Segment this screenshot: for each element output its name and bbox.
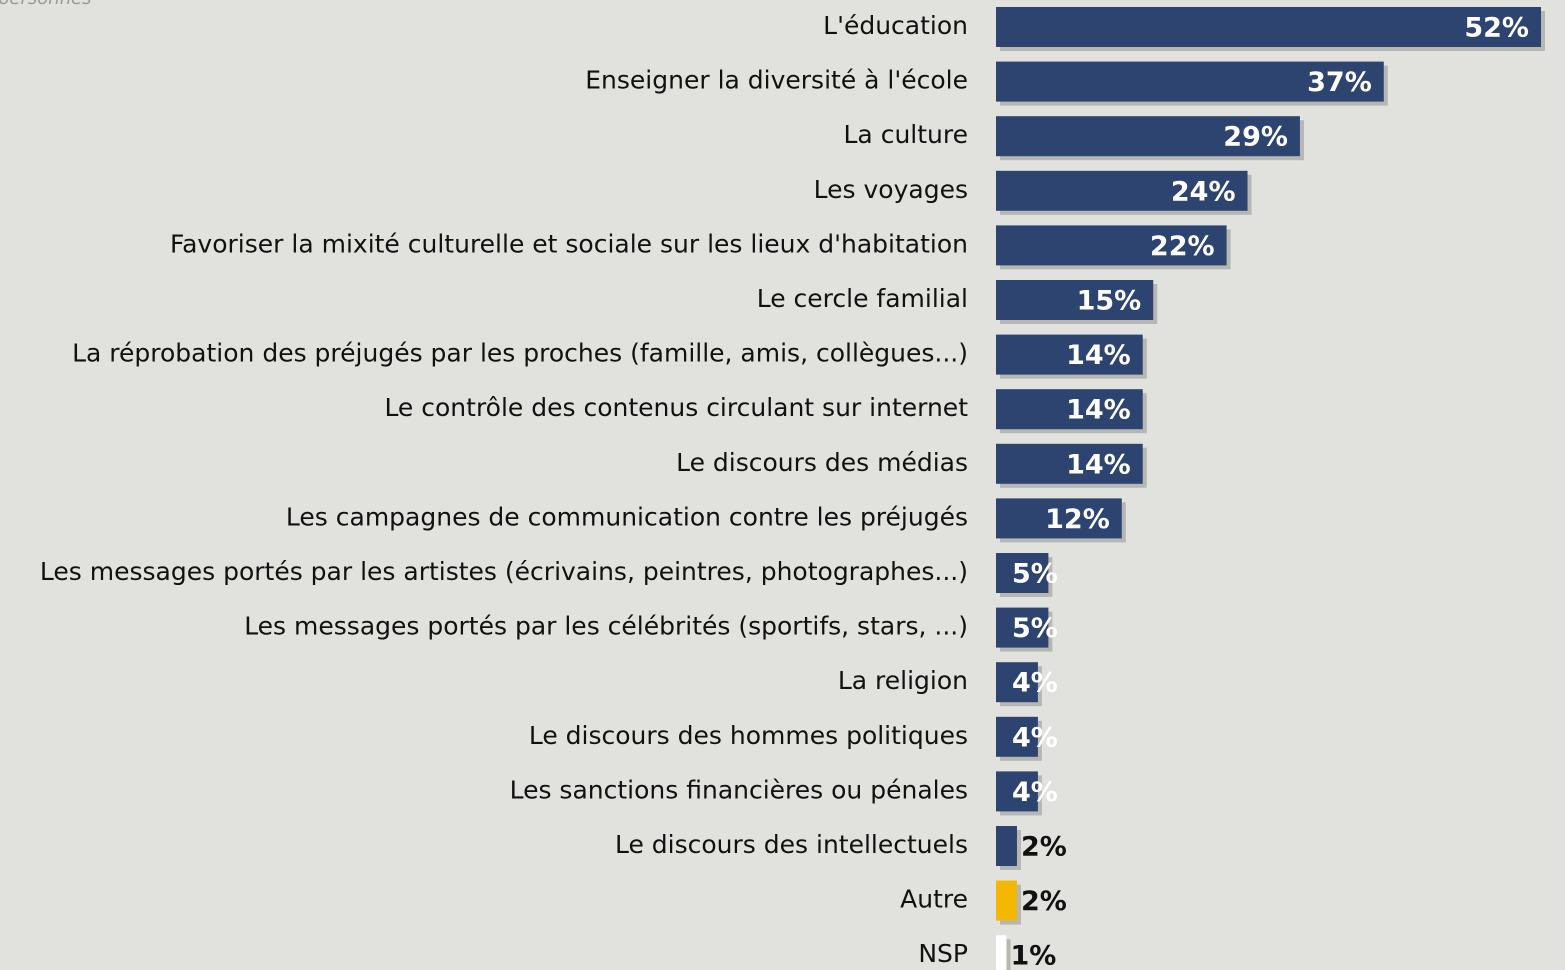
bar xyxy=(996,607,1049,648)
value-label: 5% xyxy=(1012,559,1058,590)
category-label: La réprobation des préjugés par les proc… xyxy=(72,339,968,368)
bar xyxy=(996,880,1017,921)
value-label: 1% xyxy=(1010,941,1056,970)
bar xyxy=(996,61,1384,102)
bar xyxy=(996,225,1227,266)
value-label: 2% xyxy=(1021,886,1067,917)
category-label: Le discours des intellectuels xyxy=(615,830,968,859)
value-label: 5% xyxy=(1012,613,1058,644)
value-label: 52% xyxy=(1464,13,1529,44)
category-label: Les messages portés par les artistes (éc… xyxy=(40,557,968,586)
bar xyxy=(996,389,1143,430)
category-label: Les voyages xyxy=(814,175,968,204)
value-label: 2% xyxy=(1021,832,1067,863)
category-label: Les messages portés par les célébrités (… xyxy=(244,612,968,641)
bar xyxy=(996,170,1248,211)
bar xyxy=(996,826,1017,866)
bar xyxy=(996,334,1143,375)
value-label: 14% xyxy=(1066,395,1131,426)
category-label: Les sanctions financières ou pénales xyxy=(510,775,968,804)
category-label: NSP xyxy=(918,939,968,968)
value-label: 4% xyxy=(1012,722,1058,753)
bar xyxy=(996,443,1143,484)
bar xyxy=(996,662,1038,703)
value-label: 14% xyxy=(1066,449,1131,480)
category-label: Le cercle familial xyxy=(757,284,968,313)
bar xyxy=(996,7,1541,47)
category-label: La culture xyxy=(844,120,969,149)
value-label: 22% xyxy=(1150,231,1215,262)
value-label: 29% xyxy=(1223,122,1288,153)
bar xyxy=(996,716,1038,757)
bar xyxy=(996,116,1300,157)
value-label: 15% xyxy=(1077,286,1142,317)
category-label: Enseigner la diversité à l'école xyxy=(585,66,968,95)
bar xyxy=(996,771,1038,812)
bar xyxy=(996,553,1049,593)
category-label: Le contrôle des contenus circulant sur i… xyxy=(384,393,968,422)
value-label: 24% xyxy=(1171,176,1236,207)
bar xyxy=(996,498,1122,539)
category-label: Les campagnes de communication contre le… xyxy=(286,502,968,531)
value-label: 4% xyxy=(1012,668,1058,699)
value-label: 12% xyxy=(1045,504,1110,535)
category-label: Le discours des hommes politiques xyxy=(529,721,968,750)
bar xyxy=(996,280,1154,320)
value-label: 37% xyxy=(1307,67,1372,98)
category-label: Le discours des médias xyxy=(676,448,968,477)
value-label: 4% xyxy=(1012,777,1058,808)
category-label: La religion xyxy=(838,666,968,695)
subtitle: personnes xyxy=(0,0,92,9)
bar xyxy=(996,935,1007,970)
category-label: Autre xyxy=(900,885,968,914)
value-label: 14% xyxy=(1066,340,1131,371)
category-label: Favoriser la mixité culturelle et social… xyxy=(170,229,968,258)
category-label: L'éducation xyxy=(823,11,968,40)
